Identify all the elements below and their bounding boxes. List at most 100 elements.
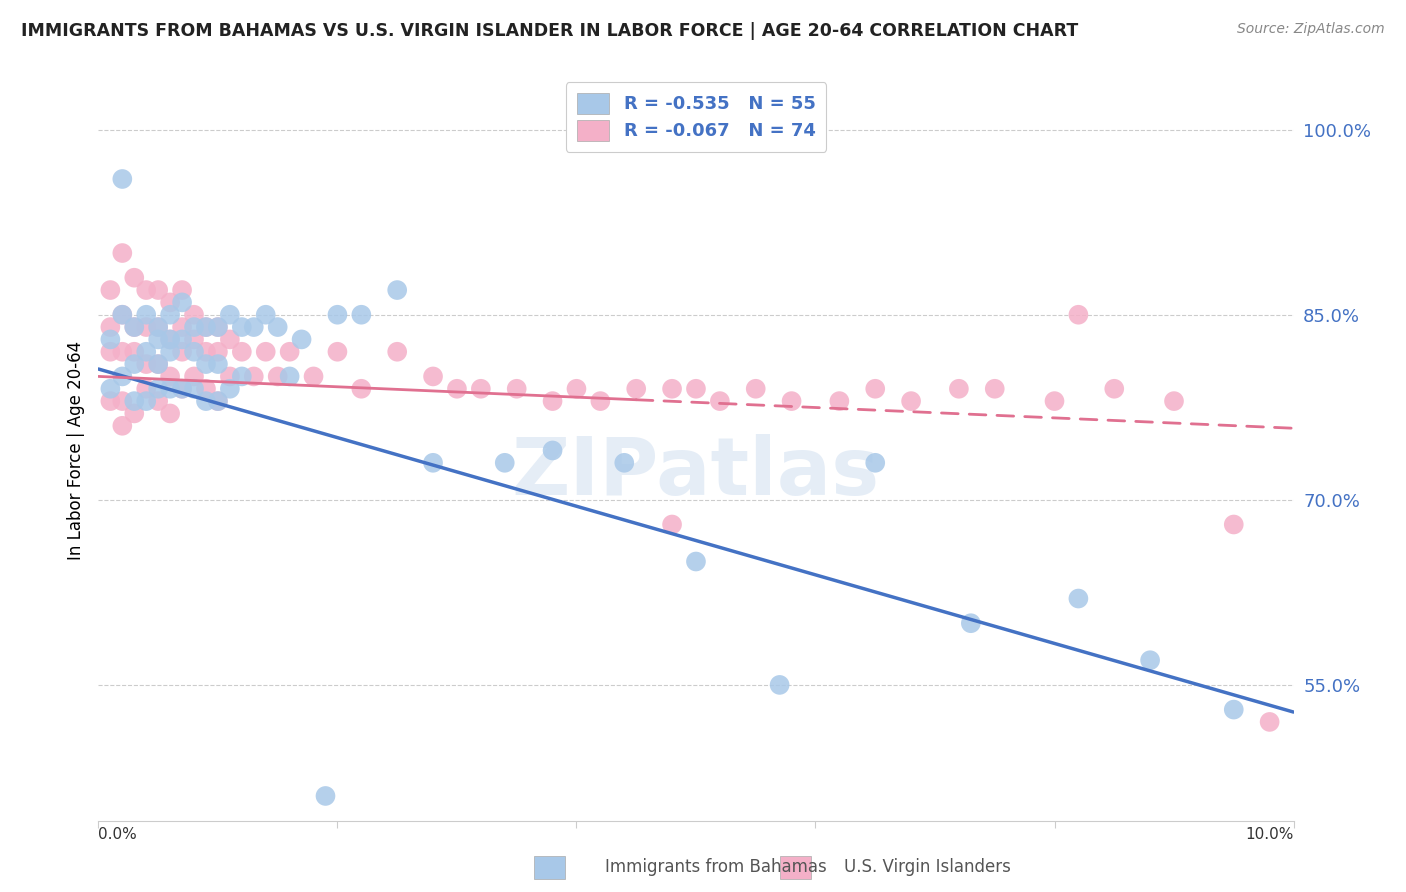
Point	[124, 320, 146, 334]
Point	[267, 320, 290, 334]
Point	[422, 456, 444, 470]
Point	[267, 369, 290, 384]
Point	[159, 407, 181, 421]
Point	[207, 357, 229, 371]
Point	[984, 382, 1007, 396]
Point	[98, 320, 122, 334]
Point	[195, 357, 218, 371]
Point	[172, 320, 194, 334]
Text: 0.0%: 0.0%	[98, 827, 138, 842]
Point	[385, 283, 409, 297]
Point	[98, 382, 122, 396]
Point	[613, 456, 636, 470]
Point	[231, 320, 253, 334]
Point	[385, 344, 409, 359]
Point	[326, 308, 349, 322]
Text: ZIPatlas: ZIPatlas	[512, 434, 880, 512]
Point	[506, 382, 529, 396]
Point	[948, 382, 970, 396]
Point	[159, 295, 181, 310]
Point	[135, 382, 157, 396]
Point	[231, 369, 253, 384]
Point	[661, 517, 683, 532]
Point	[135, 320, 157, 334]
Point	[1163, 394, 1185, 409]
Point	[422, 369, 444, 384]
Point	[98, 394, 122, 409]
Point	[685, 555, 707, 569]
Point	[135, 394, 157, 409]
Point	[1067, 308, 1090, 322]
Point	[148, 382, 170, 396]
Point	[135, 357, 157, 371]
Point	[124, 320, 146, 334]
Point	[172, 344, 194, 359]
Point	[124, 394, 146, 409]
Point	[111, 308, 134, 322]
Point	[254, 308, 277, 322]
Point	[148, 320, 170, 334]
Point	[159, 344, 181, 359]
Point	[1258, 714, 1281, 729]
Text: Source: ZipAtlas.com: Source: ZipAtlas.com	[1237, 22, 1385, 37]
Point	[111, 418, 134, 433]
Point	[159, 333, 181, 347]
Point	[865, 456, 887, 470]
Point	[207, 320, 229, 334]
Point	[1139, 653, 1161, 667]
Point	[195, 320, 218, 334]
Point	[302, 369, 325, 384]
Point	[159, 369, 181, 384]
Point	[111, 172, 134, 186]
Point	[350, 382, 373, 396]
Point	[195, 382, 218, 396]
Point	[1104, 382, 1126, 396]
Point	[183, 344, 205, 359]
Point	[111, 344, 134, 359]
Point	[159, 382, 181, 396]
Point	[278, 369, 301, 384]
Point	[183, 333, 205, 347]
Point	[960, 616, 983, 631]
Point	[183, 382, 205, 396]
Point	[159, 333, 181, 347]
Point	[148, 283, 170, 297]
Point	[172, 333, 194, 347]
Point	[207, 344, 229, 359]
Legend: R = -0.535   N = 55, R = -0.067   N = 74: R = -0.535 N = 55, R = -0.067 N = 74	[565, 82, 827, 152]
Point	[172, 382, 194, 396]
Point	[661, 382, 683, 396]
Point	[1223, 703, 1246, 717]
Point	[541, 394, 564, 409]
Point	[685, 382, 707, 396]
Text: 10.0%: 10.0%	[1246, 827, 1294, 842]
Text: U.S. Virgin Islanders: U.S. Virgin Islanders	[844, 858, 1011, 876]
Point	[541, 443, 564, 458]
Point	[780, 394, 803, 409]
Point	[446, 382, 468, 396]
Point	[207, 394, 229, 409]
Point	[111, 246, 134, 260]
Point	[470, 382, 492, 396]
Point	[709, 394, 731, 409]
Point	[135, 344, 157, 359]
Point	[326, 344, 349, 359]
Point	[219, 369, 242, 384]
Point	[148, 357, 170, 371]
Point	[900, 394, 922, 409]
Point	[148, 357, 170, 371]
Point	[219, 308, 242, 322]
Point	[172, 382, 194, 396]
Point	[135, 283, 157, 297]
Point	[626, 382, 648, 396]
Point	[111, 308, 134, 322]
Point	[219, 333, 242, 347]
Point	[172, 283, 194, 297]
Point	[207, 320, 229, 334]
Point	[98, 344, 122, 359]
Point	[98, 283, 122, 297]
Point	[207, 394, 229, 409]
Point	[148, 394, 170, 409]
Point	[183, 308, 205, 322]
Point	[231, 344, 253, 359]
